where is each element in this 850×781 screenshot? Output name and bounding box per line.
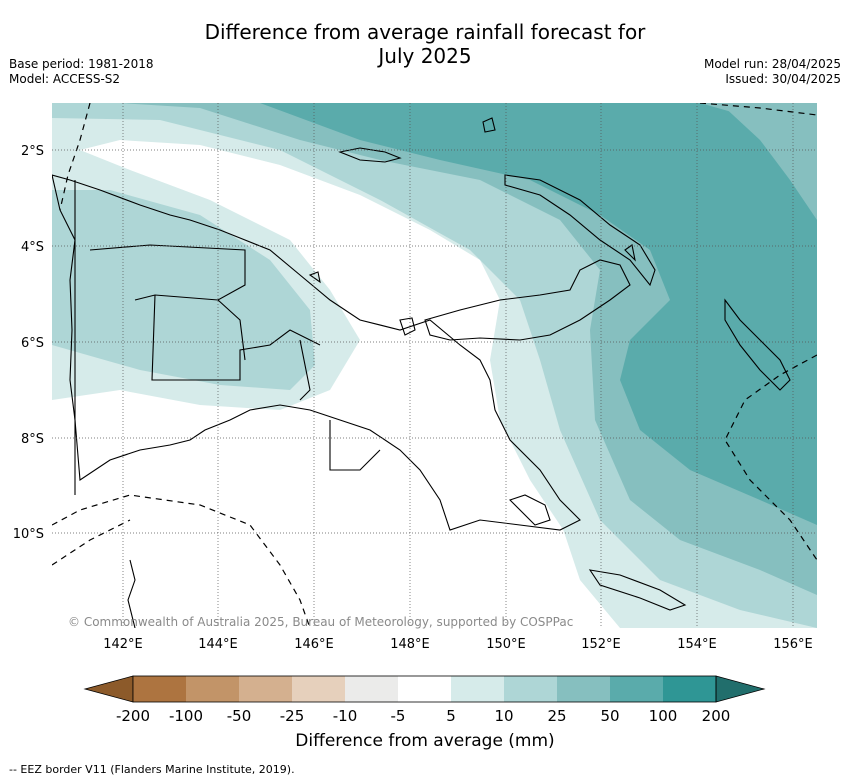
colorbar-tick-label: 25 bbox=[547, 707, 566, 725]
colorbar-title: Difference from average (mm) bbox=[295, 731, 555, 751]
eez-legend-label: -- EEZ border V11 (Flanders Marine Insti… bbox=[9, 763, 295, 776]
model-label: Model: ACCESS-S2 bbox=[9, 72, 121, 86]
colorbar-swatch bbox=[398, 676, 451, 702]
colorbar-tick-label: -25 bbox=[280, 707, 305, 725]
map-title: Difference from average rainfall forecas… bbox=[0, 20, 850, 68]
colorbar-tick-label: 100 bbox=[649, 707, 678, 725]
band-50-100 bbox=[260, 103, 817, 525]
lat-label: 10°S bbox=[13, 527, 44, 542]
meta-right: Model run: 28/04/2025 Issued: 30/04/2025 bbox=[704, 57, 841, 87]
new-ireland-coast bbox=[504, 174, 656, 287]
small-islands bbox=[308, 117, 636, 336]
new-britain-coast bbox=[424, 259, 631, 341]
colorbar-swatch bbox=[186, 676, 239, 702]
colorbar-swatch bbox=[292, 676, 345, 702]
colorbar-ticks: -200 -100 -50 -25 -10 -5 5 10 25 50 100 200 bbox=[116, 707, 730, 725]
colorbar-tick-label: 10 bbox=[494, 707, 513, 725]
new-guinea-coast bbox=[52, 174, 581, 531]
copyright-notice: © Commonwealth of Australia 2025, Bureau… bbox=[68, 615, 573, 629]
model-run-label: Model run: 28/04/2025 bbox=[703, 57, 841, 71]
eez-legend: -- EEZ border V11 (Flanders Marine Insti… bbox=[9, 763, 295, 776]
lat-label: 6°S bbox=[21, 336, 44, 351]
colorbar-swatch bbox=[239, 676, 292, 702]
colorbar-swatch bbox=[663, 676, 716, 702]
colorbar-swatch bbox=[557, 676, 610, 702]
title-line-1: Difference from average rainfall forecas… bbox=[204, 20, 646, 44]
bougainville-coast bbox=[724, 298, 791, 391]
lat-label: 2°S bbox=[21, 144, 44, 159]
band-5-10-south bbox=[560, 520, 680, 628]
colorbar-swatch bbox=[133, 676, 186, 702]
colorbar-swatch bbox=[610, 676, 663, 702]
colorbar-tick-label: -100 bbox=[169, 707, 203, 725]
eez-border bbox=[52, 103, 817, 628]
band-25-50-east bbox=[720, 103, 817, 220]
lon-label: 154°E bbox=[677, 637, 717, 652]
colorbar-swatch bbox=[504, 676, 557, 702]
colorbar-swatch bbox=[345, 676, 398, 702]
title-line-2: July 2025 bbox=[378, 44, 472, 68]
colorbar-arrow-left bbox=[83, 675, 134, 703]
province-lines bbox=[89, 244, 381, 471]
lat-label: 4°S bbox=[21, 240, 44, 255]
graticule bbox=[52, 103, 817, 628]
coastlines bbox=[52, 117, 791, 628]
colorbar-arrow-right bbox=[715, 675, 766, 703]
lon-label: 142°E bbox=[103, 637, 143, 652]
manus-coast bbox=[338, 147, 402, 163]
lon-label: 150°E bbox=[486, 637, 526, 652]
meta-left: Base period: 1981-2018 Model: ACCESS-S2 bbox=[9, 57, 154, 87]
colorbar-tick-label: -10 bbox=[333, 707, 358, 725]
lon-label: 148°E bbox=[390, 637, 430, 652]
lon-label: 146°E bbox=[294, 637, 334, 652]
lon-label: 144°E bbox=[198, 637, 238, 652]
colorbar-swatch bbox=[451, 676, 504, 702]
lon-label: 156°E bbox=[773, 637, 813, 652]
base-period-label: Base period: 1981-2018 bbox=[9, 57, 154, 71]
colorbar-tick-label: 50 bbox=[600, 707, 619, 725]
lon-axis-labels: 142°E 144°E 146°E 148°E 150°E 152°E 154°… bbox=[103, 637, 813, 652]
colorbar-outline bbox=[132, 675, 717, 703]
australia-coast bbox=[127, 559, 136, 628]
lon-label: 152°E bbox=[581, 637, 621, 652]
lat-axis-labels: 2°S 4°S 6°S 8°S 10°S bbox=[13, 144, 44, 542]
colorbar-tick-label: -200 bbox=[116, 707, 150, 725]
dentrecasteaux-islands bbox=[508, 494, 687, 611]
colorbar-tick-label: 200 bbox=[702, 707, 731, 725]
colorbar-tick-label: 5 bbox=[446, 707, 456, 725]
lat-label: 8°S bbox=[21, 432, 44, 447]
colorbar-swatches bbox=[83, 675, 766, 703]
band-10-25-west bbox=[52, 190, 315, 390]
map-area bbox=[52, 103, 817, 628]
issued-label: Issued: 30/04/2025 bbox=[725, 72, 841, 86]
colorbar-tick-label: -50 bbox=[227, 707, 252, 725]
colorbar-tick-label: -5 bbox=[391, 707, 406, 725]
